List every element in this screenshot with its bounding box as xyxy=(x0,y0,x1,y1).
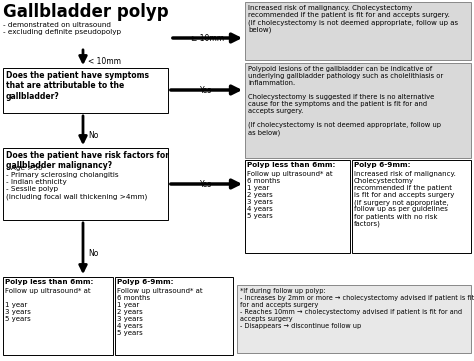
Text: Polyp less than 6mm:: Polyp less than 6mm: xyxy=(5,279,93,285)
Text: Polypoid lesions of the gallbladder can be indicative of
underlying gallbladder : Polypoid lesions of the gallbladder can … xyxy=(248,66,443,136)
Text: Polyp less than 6mm:: Polyp less than 6mm: xyxy=(247,162,336,168)
Text: - demonstrated on ultrasound
- excluding definite pseudopolyp: - demonstrated on ultrasound - excluding… xyxy=(3,22,121,35)
Text: Follow up ultrasound* at
6 months
1 year
2 years
3 years
4 years
5 years: Follow up ultrasound* at 6 months 1 year… xyxy=(117,288,202,336)
Text: Increased risk of malignancy. Cholecystectomy
recommended if the patient is fit : Increased risk of malignancy. Cholecyste… xyxy=(248,5,458,33)
Text: - Age >50
- Primary sclerosing cholangitis
- Indian ethnicity
- Sessile polyp
(i: - Age >50 - Primary sclerosing cholangit… xyxy=(6,165,147,200)
Text: < 10mm: < 10mm xyxy=(88,57,121,66)
Text: Yes: Yes xyxy=(201,86,213,95)
Text: No: No xyxy=(88,130,99,139)
Bar xyxy=(352,160,471,253)
Bar xyxy=(237,285,471,353)
Text: Does the patient have symptoms
that are attributable to the
gallbladder?: Does the patient have symptoms that are … xyxy=(6,71,149,101)
Bar xyxy=(3,148,168,220)
Text: Gallbladder polyp: Gallbladder polyp xyxy=(3,3,169,21)
Bar xyxy=(3,68,168,113)
Text: Follow up ultrasound* at
6 months
1 year
2 years
3 years
4 years
5 years: Follow up ultrasound* at 6 months 1 year… xyxy=(247,171,333,219)
Bar xyxy=(245,160,350,253)
Text: *If during follow up polyp:
- Increases by 2mm or more → cholecystectomy advised: *If during follow up polyp: - Increases … xyxy=(240,288,474,329)
Text: Polyp 6-9mm:: Polyp 6-9mm: xyxy=(354,162,410,168)
Text: ≥ 10mm: ≥ 10mm xyxy=(191,34,224,43)
Text: Yes: Yes xyxy=(201,180,213,189)
Bar xyxy=(115,277,233,355)
Text: Does the patient have risk factors for
gallbladder malignancy?: Does the patient have risk factors for g… xyxy=(6,151,169,170)
Bar xyxy=(245,2,471,60)
Bar xyxy=(245,63,471,158)
Text: Polyp 6-9mm:: Polyp 6-9mm: xyxy=(117,279,173,285)
Bar xyxy=(3,277,113,355)
Text: Follow up ultrasound* at

1 year
3 years
5 years: Follow up ultrasound* at 1 year 3 years … xyxy=(5,288,91,322)
Text: No: No xyxy=(88,248,99,257)
Text: Increased risk of malignancy.
Cholecystectomy
recommended if the patient
is fit : Increased risk of malignancy. Cholecyste… xyxy=(354,171,456,227)
